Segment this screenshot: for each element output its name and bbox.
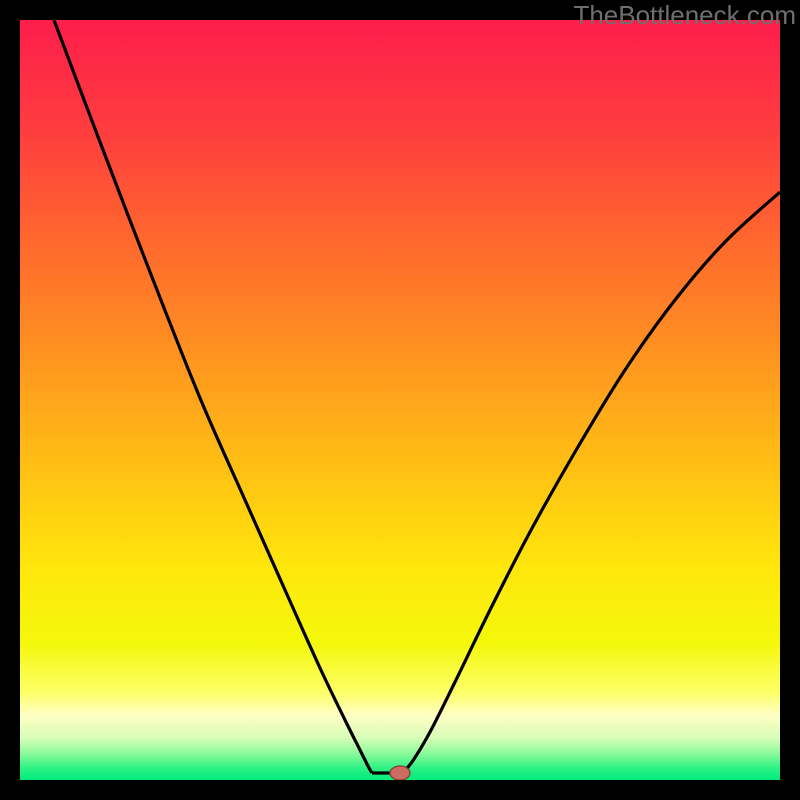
attribution-text: TheBottleneck.com: [573, 0, 796, 31]
chart-root: TheBottleneck.com: [0, 0, 800, 800]
plot-background: [20, 20, 780, 780]
optimum-marker: [390, 766, 410, 780]
bottleneck-chart: [20, 20, 780, 780]
